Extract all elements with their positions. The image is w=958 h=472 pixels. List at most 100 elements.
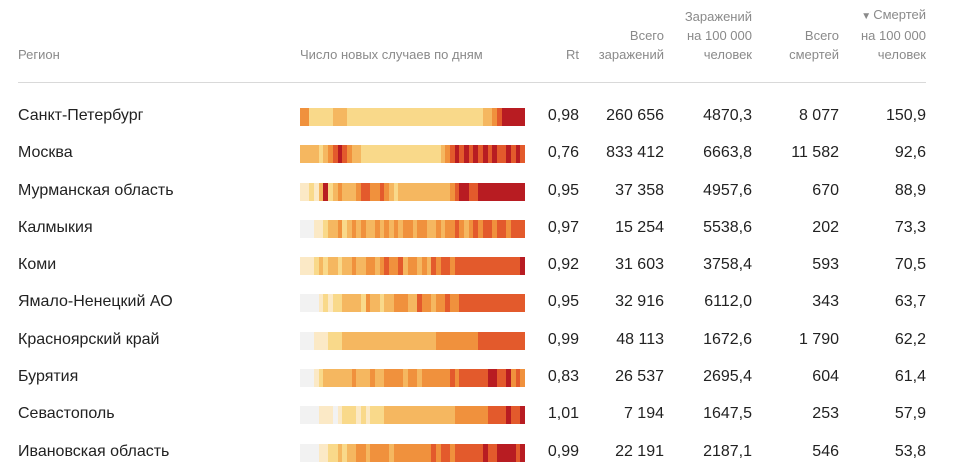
heat-cell	[356, 331, 361, 350]
heat-cell	[332, 369, 338, 388]
heat-cell	[389, 294, 394, 313]
total-deaths-value: 8 077	[798, 107, 839, 124]
region-name: Ивановская область	[18, 442, 170, 460]
heat-cell	[389, 182, 394, 201]
heat-cell	[328, 443, 333, 462]
heat-cell	[454, 108, 460, 126]
heat-cell	[510, 443, 516, 462]
table-row[interactable]: Красноярский край 0,99 48 113 1672,6 1 7…	[18, 322, 926, 359]
table-row[interactable]: Санкт-Петербург 0,98 260 656 4870,3 8 07…	[18, 98, 926, 135]
heat-cell	[346, 257, 352, 276]
total-deaths-value: 670	[812, 181, 839, 199]
heat-cell	[351, 145, 357, 164]
heat-cell	[398, 108, 404, 126]
table-row[interactable]: Коми 0,92 31 603 3758,4 593 70,5	[18, 247, 926, 284]
heat-cell	[332, 108, 338, 126]
table-row[interactable]: Мурманская область 0,95 37 358 4957,6 67…	[18, 173, 926, 210]
header-total-deaths[interactable]: Всего смертей	[789, 28, 839, 62]
heat-cell	[304, 182, 310, 201]
heat-cell	[346, 369, 352, 388]
heat-cell	[356, 369, 361, 388]
heat-cell	[468, 108, 474, 126]
heat-cell	[304, 257, 310, 276]
daily-cases-heatstrip	[300, 369, 525, 388]
heat-cell	[393, 406, 399, 425]
heat-cell	[478, 443, 483, 462]
header-region[interactable]: Регион	[18, 47, 60, 62]
rt-value: 0,92	[547, 256, 579, 274]
deaths-per-100k-value: 73,3	[894, 218, 926, 236]
heat-cell	[365, 369, 371, 388]
heat-cell	[496, 294, 502, 313]
heat-cell	[487, 443, 493, 462]
heat-cell	[412, 257, 418, 276]
heat-cell	[440, 257, 446, 276]
heat-cell	[478, 257, 483, 276]
header-total-cases[interactable]: Всего заражений	[598, 28, 664, 62]
heat-cell	[459, 219, 465, 238]
table-row[interactable]: Севастополь 1,01 7 194 1647,5 253 57,9	[18, 396, 926, 433]
total-cases-value: 32 916	[615, 293, 664, 311]
table-row[interactable]: Калмыкия 0,97 15 254 5538,6 202 73,3	[18, 210, 926, 247]
heat-cell	[482, 108, 488, 126]
table-row[interactable]: Ямало-Ненецкий АО 0,95 32 916 6112,0 343…	[18, 284, 926, 321]
table-row[interactable]: Ивановская область 0,99 22 191 2187,1 54…	[18, 434, 926, 471]
heat-cell	[468, 257, 474, 276]
heat-cell	[468, 369, 474, 388]
heat-cell	[450, 443, 455, 462]
heat-cell	[365, 294, 371, 313]
heat-cell	[464, 443, 469, 462]
heat-cell	[370, 182, 375, 201]
heat-cell	[403, 182, 408, 201]
heat-cell	[492, 108, 497, 126]
cases-per-100k-value: 2187,1	[703, 442, 752, 460]
heat-cell	[309, 443, 315, 462]
heat-cell	[375, 294, 380, 313]
heat-cell	[417, 443, 422, 462]
heat-cell	[520, 182, 525, 201]
rt-value: 0,99	[547, 442, 579, 460]
heat-cell	[501, 145, 507, 164]
heat-cell	[370, 406, 375, 425]
heat-cell	[328, 369, 333, 388]
heat-cell	[459, 108, 465, 126]
heat-cell	[379, 406, 385, 425]
heat-cell	[473, 294, 479, 313]
heat-cell	[365, 145, 371, 164]
heat-cell	[318, 406, 324, 425]
heat-cell	[318, 257, 324, 276]
table-row[interactable]: Бурятия 0,83 26 537 2695,4 604 61,4	[18, 359, 926, 396]
heat-cell	[431, 443, 436, 462]
heat-cell	[487, 219, 493, 238]
heat-cell	[323, 369, 329, 388]
total-cases-value: 37 358	[615, 181, 664, 199]
heat-cell	[300, 145, 305, 164]
heat-cell	[332, 257, 338, 276]
heat-cell	[482, 406, 488, 425]
heat-cell	[421, 331, 427, 350]
header-cases-per-100k[interactable]: Заражений на 100 000 человек	[684, 9, 752, 62]
heat-cell	[426, 219, 432, 238]
heat-cell	[389, 108, 394, 126]
heat-cell	[407, 219, 413, 238]
heat-cell	[398, 182, 404, 201]
heat-cell	[393, 294, 399, 313]
table-row[interactable]: Москва 0,76 833 412 6663,8 11 582 92,6	[18, 135, 926, 172]
heat-cell	[332, 406, 338, 425]
header-deaths-per-100k[interactable]: ▼ Смертей на 100 000 человек	[860, 7, 926, 62]
heat-cell	[482, 443, 488, 462]
heat-cell	[482, 219, 488, 238]
heat-cell	[323, 443, 329, 462]
heat-cell	[346, 219, 352, 238]
heat-cell	[482, 257, 488, 276]
heat-cell	[492, 406, 497, 425]
heat-cell	[520, 145, 525, 164]
heat-cell	[510, 406, 516, 425]
total-deaths-value: 1 790	[798, 330, 839, 348]
header-rt[interactable]: Rt	[566, 47, 579, 62]
heat-cell	[515, 369, 521, 388]
heat-cell	[342, 108, 347, 126]
heat-cell	[496, 257, 502, 276]
rt-value: 1,01	[547, 405, 579, 423]
heat-cell	[318, 294, 324, 313]
